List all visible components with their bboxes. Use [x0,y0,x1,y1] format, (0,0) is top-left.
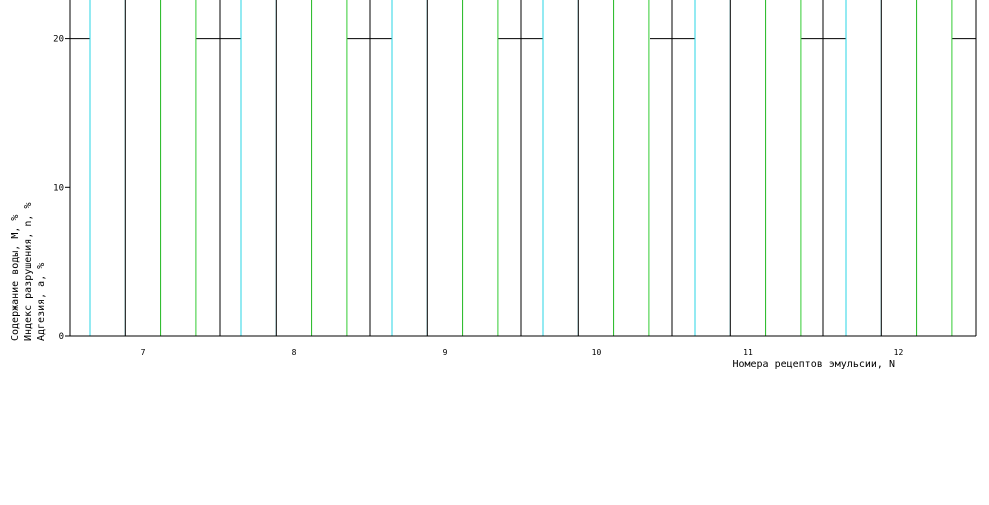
x-tick-label: 7 [141,348,146,357]
y-axis-title-line: Индекс разрушения, n, % [23,203,34,341]
bar [765,0,802,337]
bar [426,0,464,337]
x-tick-label: 8 [292,348,297,357]
x-tick-label: 9 [443,348,448,357]
bars [89,0,953,337]
bar [240,0,277,337]
bar [89,0,126,337]
bar [391,0,428,337]
bar [916,0,953,337]
bar [462,0,499,337]
bar [124,0,162,337]
bar [160,0,197,337]
gridlines [70,0,976,336]
bar [311,0,348,337]
x-tick-label: 11 [743,348,753,357]
y-axis-title-line: Адгезия, a, % [36,263,47,341]
bar [880,0,918,337]
y-tick-label: 20 [53,35,64,45]
y-tick-label: 10 [53,183,64,193]
bar [275,0,313,337]
bar [729,0,767,337]
x-tick-label: 10 [592,348,602,357]
bar [694,0,731,337]
y-tick-label: 0 [59,332,64,342]
bar [613,0,650,337]
labels: 4010175739,95770840,94865941,468801034,2… [10,35,904,370]
y-axis-title-line: Содержание воды, М, % [10,215,21,341]
bar [577,0,615,337]
axes [65,0,977,337]
bar [845,0,882,337]
x-tick-label: 12 [894,348,904,357]
x-axis-title: Номера рецептов эмульсии, N [732,359,895,370]
bar [542,0,579,337]
